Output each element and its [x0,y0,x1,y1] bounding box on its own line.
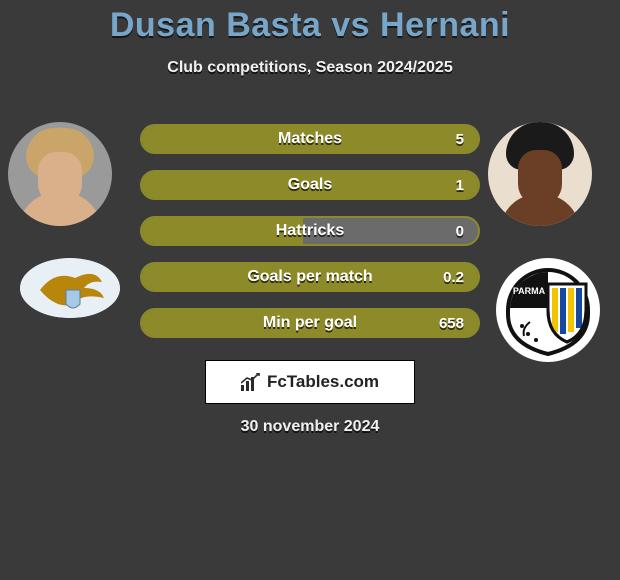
stat-row: Matches 5 [140,124,480,154]
stat-row: Hattricks 0 [140,216,480,246]
stat-label: Hattricks [142,218,478,244]
player-right-photo [488,122,592,226]
date-label: 30 november 2024 [0,418,620,436]
svg-text:PARMA: PARMA [513,286,546,296]
stat-label: Goals per match [142,264,478,290]
stat-value: 5 [456,126,464,152]
stat-row: Goals 1 [140,170,480,200]
stat-label: Goals [142,172,478,198]
stat-label: Matches [142,126,478,152]
club-right-crest: PARMA [496,258,600,362]
stat-row: Min per goal 658 [140,308,480,338]
stat-value: 0.2 [443,264,464,290]
chart-icon [241,373,261,391]
stats-list: Matches 5 Goals 1 Hattricks 0 Goals per … [140,124,480,354]
stat-label: Min per goal [142,310,478,336]
stat-value: 1 [456,172,464,198]
club-left-crest [20,258,120,318]
player-left-photo [8,122,112,226]
stat-value: 658 [439,310,464,336]
brand-label: FcTables.com [267,372,379,392]
stat-value: 0 [456,218,464,244]
comparison-card: Dusan Basta vs Hernani Club competitions… [0,0,620,580]
stat-row: Goals per match 0.2 [140,262,480,292]
subtitle: Club competitions, Season 2024/2025 [0,59,620,77]
page-title: Dusan Basta vs Hernani [0,6,620,45]
brand-badge: FcTables.com [205,360,415,404]
